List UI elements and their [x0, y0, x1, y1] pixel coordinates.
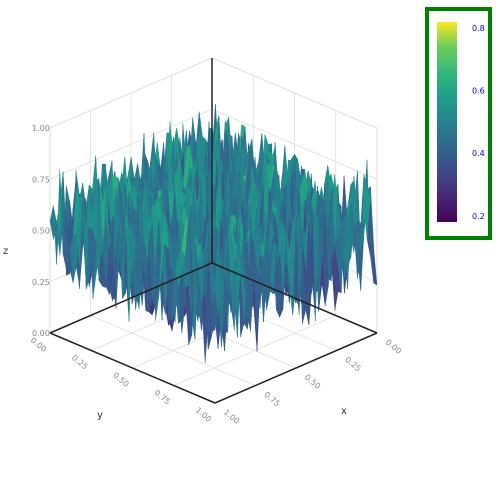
x-tick-label: 0.50 — [303, 373, 322, 391]
x-tick-label: 1.00 — [222, 408, 241, 426]
y-tick-label: 0.75 — [153, 388, 172, 406]
colorbar: 0.2 0.4 0.6 0.8 — [425, 7, 492, 240]
z-axis-title: z — [3, 246, 8, 257]
x-axis-title: x — [341, 406, 347, 417]
grid-line — [211, 57, 378, 129]
y-tick-label: 0.50 — [111, 371, 130, 389]
z-tick-label: 0.75 — [32, 175, 50, 184]
axis-line — [214, 332, 378, 404]
y-tick-label: 0.25 — [70, 353, 89, 371]
axis-lines — [49, 58, 378, 404]
z-tick-label: 0.25 — [32, 278, 50, 287]
colorbar-tick-label: 0.8 — [472, 24, 485, 33]
grid-line — [211, 108, 378, 180]
axis-line — [49, 262, 213, 334]
grid-line — [173, 315, 336, 386]
surface-cell — [211, 290, 219, 329]
y-tick-label: 1.00 — [194, 406, 213, 424]
y-axis-title: y — [97, 410, 103, 421]
colorbar-tick-label: 0.2 — [472, 212, 485, 221]
axis-line — [49, 332, 216, 404]
colorbar-gradient — [437, 22, 457, 222]
x-tick-label: 0.00 — [384, 338, 403, 356]
z-tick-label: 0.00 — [32, 329, 50, 338]
colorbar-tick-label: 0.4 — [472, 149, 485, 158]
grid-line — [130, 297, 297, 369]
colorbar-highlight-box — [425, 7, 492, 240]
z-tick-label: 0.50 — [32, 227, 50, 236]
surface-mesh — [49, 104, 378, 364]
z-tick-label: 1.00 — [32, 124, 50, 133]
x-tick-label: 0.25 — [343, 355, 362, 373]
x-tick-label: 0.75 — [262, 390, 281, 408]
axis-line — [211, 262, 378, 334]
grid-line — [90, 315, 256, 386]
grid-line — [49, 108, 213, 180]
colorbar-tick-label: 0.6 — [472, 87, 485, 96]
y-tick-label: 0.00 — [29, 336, 48, 354]
grid-line — [49, 57, 213, 129]
